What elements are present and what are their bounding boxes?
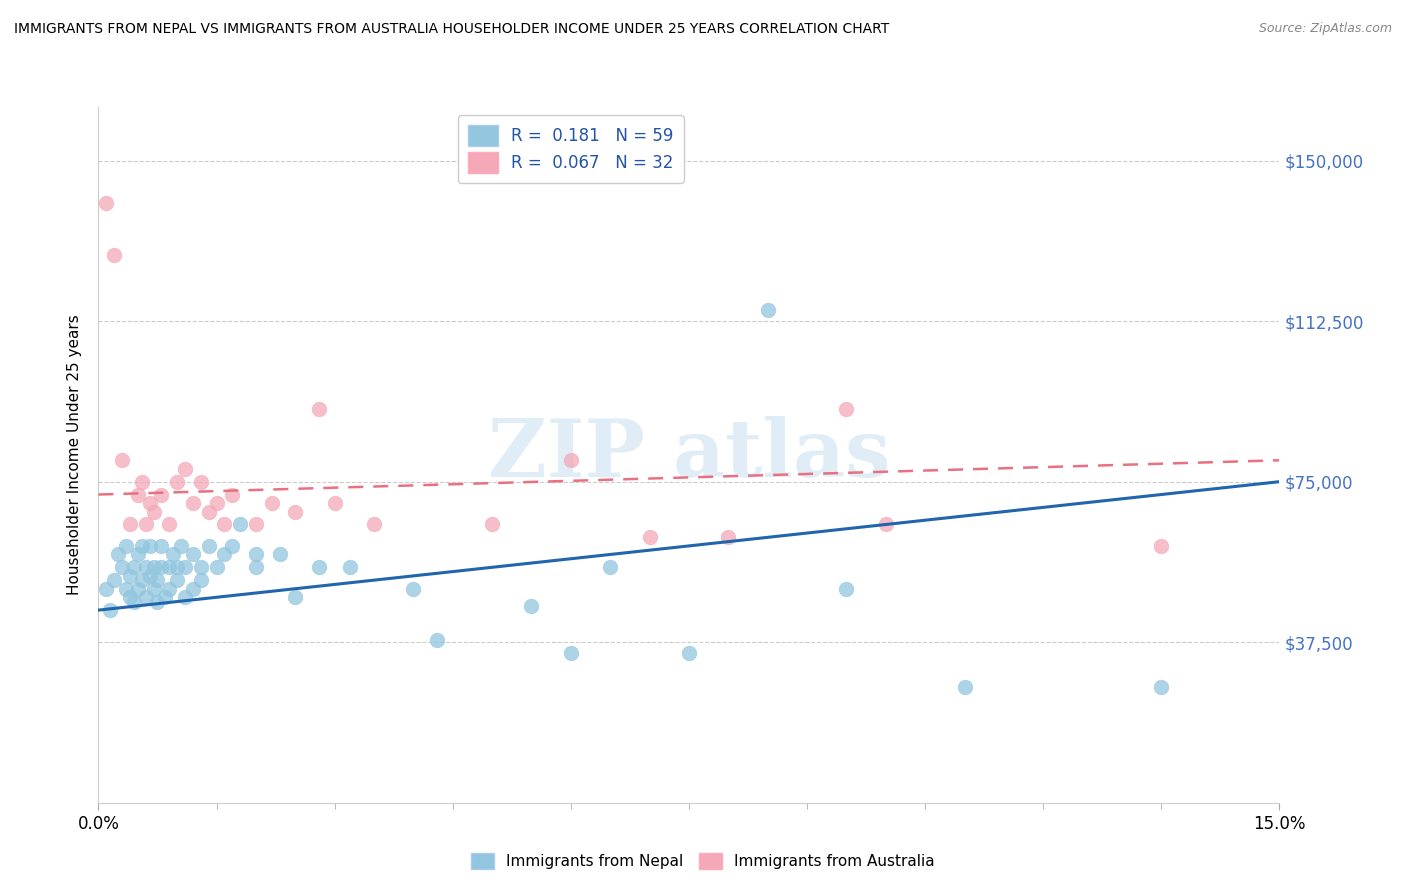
Point [118, 569, 141, 583]
Point [135, 560, 157, 574]
Point [166, 475, 188, 489]
Text: ZIP atlas: ZIP atlas [488, 416, 890, 494]
Legend: Immigrants from Nepal, Immigrants from Australia: Immigrants from Nepal, Immigrants from A… [465, 847, 941, 875]
Point [953, 680, 976, 694]
Point [131, 475, 153, 489]
Point [131, 539, 153, 553]
Point [245, 548, 267, 562]
Point [127, 487, 149, 501]
Point [155, 591, 177, 605]
Point [638, 530, 661, 544]
Point [197, 505, 219, 519]
Point [835, 582, 858, 596]
Point [118, 517, 141, 532]
Point [835, 401, 858, 416]
Point [135, 591, 157, 605]
Point [205, 560, 228, 574]
Point [245, 560, 267, 574]
Point [146, 573, 169, 587]
Point [1150, 539, 1173, 553]
Point [678, 646, 700, 660]
Point [174, 462, 197, 476]
Point [150, 560, 173, 574]
Point [166, 573, 188, 587]
Point [146, 594, 169, 608]
Point [131, 573, 153, 587]
Point [221, 487, 243, 501]
Point [229, 517, 252, 532]
Point [107, 548, 129, 562]
Point [520, 599, 543, 613]
Point [875, 517, 897, 532]
Point [756, 303, 779, 318]
Point [717, 530, 740, 544]
Point [138, 496, 160, 510]
Point [135, 517, 157, 532]
Point [339, 560, 361, 574]
Point [157, 582, 180, 596]
Point [122, 560, 145, 574]
Point [1150, 680, 1173, 694]
Point [157, 560, 180, 574]
Point [214, 548, 236, 562]
Y-axis label: Householder Income Under 25 years: Householder Income Under 25 years [67, 315, 83, 595]
Point [142, 560, 165, 574]
Point [284, 591, 307, 605]
Point [150, 539, 173, 553]
Point [166, 560, 188, 574]
Point [221, 539, 243, 553]
Point [190, 573, 212, 587]
Point [103, 248, 125, 262]
Point [111, 453, 134, 467]
Point [103, 573, 125, 587]
Point [181, 496, 204, 510]
Point [122, 594, 145, 608]
Point [181, 582, 204, 596]
Point [170, 539, 193, 553]
Point [118, 591, 141, 605]
Point [157, 517, 180, 532]
Point [245, 517, 267, 532]
Point [111, 560, 134, 574]
Point [190, 475, 212, 489]
Point [127, 582, 149, 596]
Point [269, 548, 291, 562]
Point [96, 196, 118, 211]
Point [481, 517, 503, 532]
Point [260, 496, 283, 510]
Point [115, 582, 138, 596]
Point [402, 582, 425, 596]
Point [560, 646, 582, 660]
Legend: R =  0.181   N = 59, R =  0.067   N = 32: R = 0.181 N = 59, R = 0.067 N = 32 [458, 115, 683, 183]
Point [323, 496, 346, 510]
Point [560, 453, 582, 467]
Point [162, 548, 184, 562]
Point [205, 496, 228, 510]
Point [150, 487, 173, 501]
Point [174, 591, 197, 605]
Point [142, 505, 165, 519]
Point [214, 517, 236, 532]
Point [308, 401, 330, 416]
Point [426, 633, 449, 648]
Point [284, 505, 307, 519]
Point [115, 539, 138, 553]
Point [181, 548, 204, 562]
Point [138, 569, 160, 583]
Point [96, 582, 118, 596]
Point [190, 560, 212, 574]
Point [308, 560, 330, 574]
Point [142, 582, 165, 596]
Point [127, 548, 149, 562]
Text: Source: ZipAtlas.com: Source: ZipAtlas.com [1258, 22, 1392, 36]
Point [174, 560, 197, 574]
Point [363, 517, 385, 532]
Point [98, 603, 121, 617]
Point [197, 539, 219, 553]
Point [138, 539, 160, 553]
Text: IMMIGRANTS FROM NEPAL VS IMMIGRANTS FROM AUSTRALIA HOUSEHOLDER INCOME UNDER 25 Y: IMMIGRANTS FROM NEPAL VS IMMIGRANTS FROM… [14, 22, 890, 37]
Point [599, 560, 621, 574]
